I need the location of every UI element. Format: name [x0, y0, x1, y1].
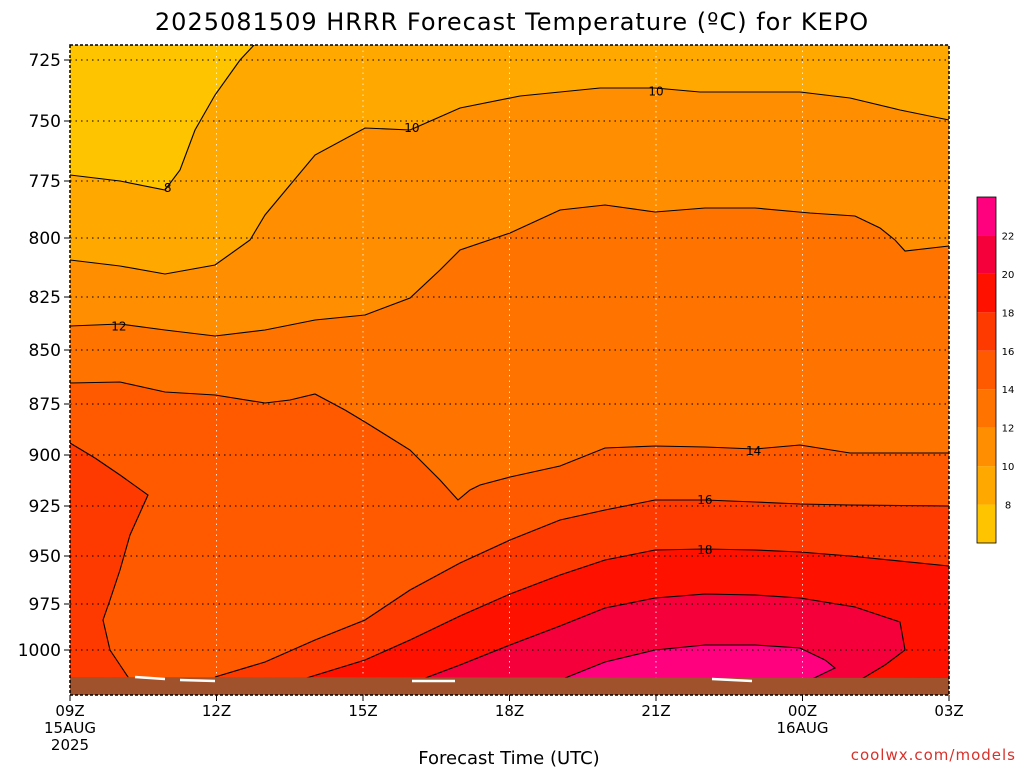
contour-c10 [70, 87, 949, 275]
contour-lines [70, 45, 949, 681]
colorbar-swatch [977, 197, 996, 236]
contour-c16 [70, 442, 149, 681]
contour-c20 [419, 593, 906, 681]
colorbar-frame [976, 196, 997, 544]
colorbar: 8 10 12 14 16 18 20 22 [976, 196, 1015, 544]
chart-title: 2025081509 HRRR Forecast Temperature (ºC… [155, 8, 869, 36]
x-tick-label: 03Z [934, 702, 963, 720]
colorbar-swatch [977, 235, 996, 274]
contour-c22 [559, 644, 837, 681]
x-tick-label: 16AUG [777, 719, 829, 737]
contour-c14 [70, 381, 949, 501]
colorbar-swatch [977, 427, 996, 467]
terrain-highlight [134, 675, 753, 683]
y-tick-label: 1000 [18, 641, 61, 661]
colorbar-label: 18 [1002, 308, 1015, 319]
y-tick-label: 950 [29, 547, 61, 567]
contour-c8 [70, 45, 255, 191]
colorbar-swatch [977, 350, 996, 390]
colorbar-label: 12 [1002, 424, 1015, 435]
contour-label-6: 18 [697, 543, 712, 557]
contour-labels: 8 10 10 12 14 16 18 [111, 85, 761, 557]
colorbar-label: 10 [1002, 462, 1015, 473]
colorbar-label: 16 [1002, 347, 1015, 358]
y-tick-label: 900 [29, 446, 61, 466]
contour-c18 [299, 548, 949, 681]
x-tick-label: 21Z [641, 702, 670, 720]
colorbar-label: 14 [1002, 385, 1015, 396]
colorbar-label: 8 [1005, 501, 1011, 512]
source-credit: coolwx.com/models [851, 746, 1016, 764]
y-tick-label: 850 [29, 341, 61, 361]
fill-region-above-22 [560, 645, 835, 680]
colorbar-label: 20 [1002, 270, 1015, 281]
y-tick-label: 975 [29, 595, 61, 615]
fill-region-below-8 [70, 45, 255, 190]
x-tick-label: 15Z [348, 702, 377, 720]
plot-frame [69, 44, 950, 696]
y-tick-label: 800 [29, 229, 61, 249]
x-tick-label: 15AUG [44, 719, 96, 737]
contour-label-0: 8 [164, 181, 172, 195]
y-tick-label: 725 [29, 51, 61, 71]
x-tick-label: 09Z [55, 702, 84, 720]
contour-label-5: 16 [697, 493, 712, 507]
y-tick-label: 775 [29, 172, 61, 192]
terrain-ground [70, 675, 949, 695]
contour-c12 [70, 204, 949, 337]
colorbar-swatch [977, 273, 996, 313]
y-axis: 725 750 775 800 825 850 875 900 925 950 975 1000 [18, 51, 70, 661]
x-tick-label: 12Z [202, 702, 231, 720]
colorbar-swatch [977, 504, 996, 543]
y-tick-label: 925 [29, 497, 61, 517]
x-tick-label: 00Z [788, 702, 817, 720]
x-tick-label: 2025 [51, 736, 89, 754]
terrain-fill [70, 677, 949, 695]
colorbar-swatch [977, 466, 996, 505]
contour-label-2: 10 [648, 85, 663, 99]
y-tick-label: 875 [29, 395, 61, 415]
contour-c16b [214, 499, 949, 678]
y-tick-label: 750 [29, 112, 61, 132]
colorbar-swatch [977, 312, 996, 351]
contour-label-4: 14 [746, 444, 761, 458]
contour-label-1: 10 [404, 121, 419, 135]
grid-lines [69, 45, 950, 695]
fill-region-16-18-left [70, 443, 148, 695]
contour-label-3: 12 [111, 320, 126, 334]
colorbar-swatch [977, 389, 996, 428]
colorbar-label: 22 [1002, 231, 1015, 242]
y-tick-label: 825 [29, 288, 61, 308]
x-axis-label: Forecast Time (UTC) [418, 748, 599, 768]
x-tick-label: 18Z [495, 702, 524, 720]
